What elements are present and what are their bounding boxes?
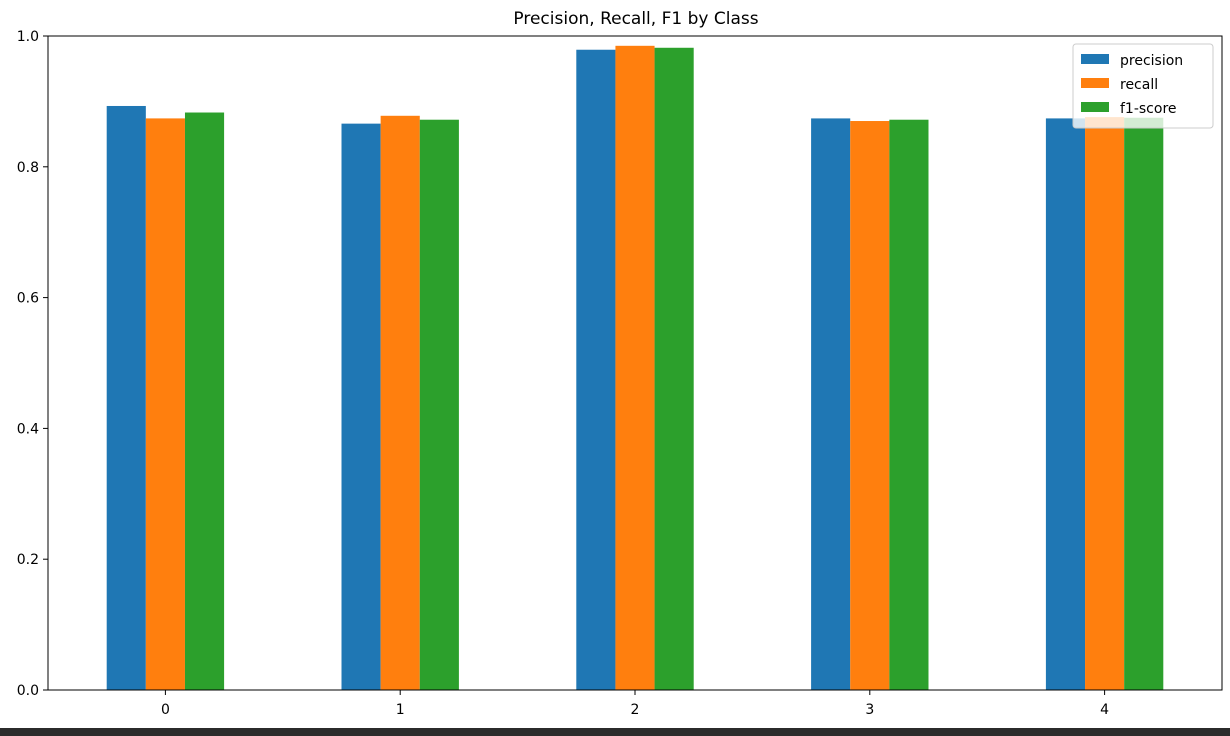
legend-label-precision: precision: [1120, 53, 1183, 69]
bar-f1-score-1: [419, 119, 459, 691]
bar-precision-4: [1045, 118, 1086, 691]
bar-f1-score-4: [1124, 117, 1164, 690]
bar-precision-0: [106, 105, 146, 690]
bars-group: [106, 45, 1164, 691]
x-tick-label: 2: [631, 702, 640, 718]
bar-precision-1: [341, 123, 381, 691]
bar-recall-2: [615, 45, 655, 691]
legend-label-recall: recall: [1120, 77, 1158, 93]
chart-title: Precision, Recall, F1 by Class: [513, 9, 758, 29]
legend-swatch-recall: [1081, 78, 1109, 88]
x-tick-label: 3: [865, 702, 874, 718]
bar-f1-score-0: [184, 112, 225, 690]
y-tick-label: 0.8: [17, 160, 39, 176]
bar-recall-3: [850, 121, 890, 690]
x-axis: 0 1 2 3 4: [161, 690, 1109, 718]
bar-precision-3: [811, 118, 851, 691]
bar-recall-4: [1085, 117, 1125, 690]
bar-f1-score-2: [654, 47, 694, 691]
y-axis: 0.0 0.2 0.4 0.6 0.8 1.0: [17, 29, 48, 699]
bar-precision-2: [576, 49, 616, 690]
x-tick-label: 0: [161, 702, 170, 718]
bar-recall-1: [380, 115, 420, 690]
y-tick-label: 0.0: [17, 683, 39, 699]
legend-swatch-f1-score: [1081, 102, 1109, 112]
legend: precision recall f1-score: [1072, 43, 1214, 129]
y-tick-label: 0.6: [17, 291, 39, 307]
legend-label-f1-score: f1-score: [1120, 101, 1177, 117]
x-tick-label: 4: [1100, 702, 1109, 718]
bar-f1-score-3: [889, 119, 929, 691]
bar-recall-0: [145, 118, 185, 691]
bottom-scrollbar: [0, 728, 1230, 736]
y-tick-label: 0.4: [17, 421, 39, 437]
legend-swatch-precision: [1081, 54, 1109, 64]
y-tick-label: 1.0: [17, 29, 39, 45]
y-tick-label: 0.2: [17, 552, 39, 568]
x-tick-label: 1: [396, 702, 405, 718]
